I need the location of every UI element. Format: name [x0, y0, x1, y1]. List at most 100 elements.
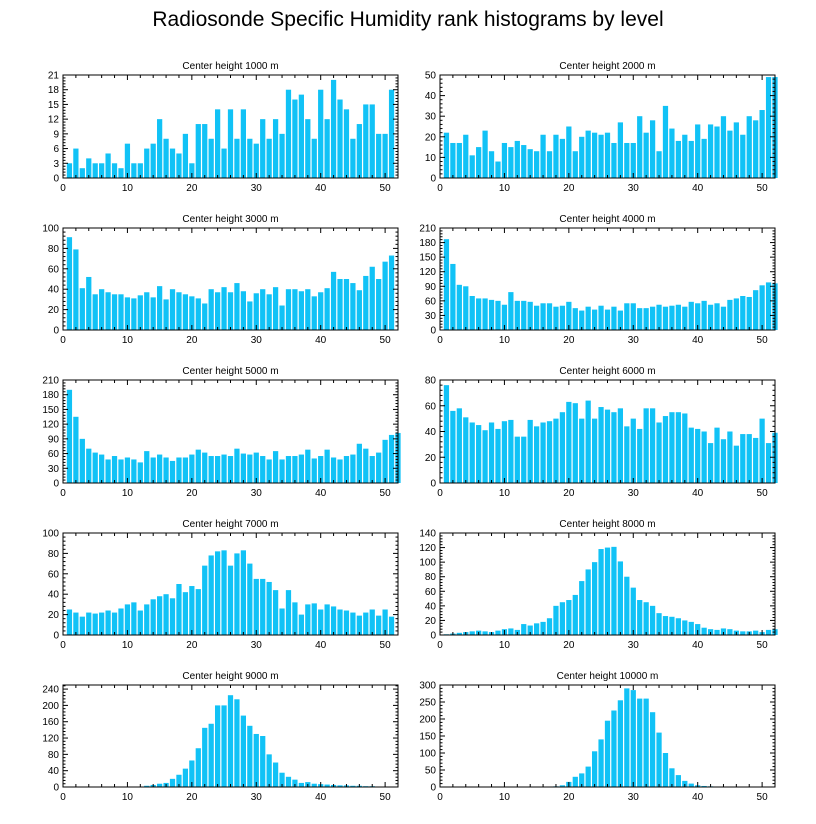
panel-6-bar	[546, 421, 553, 483]
panel-8-bar	[701, 627, 707, 635]
panel-8-xtick-label: 30	[628, 640, 640, 651]
panel-5-bar	[272, 451, 279, 483]
panel-9-bar	[214, 705, 221, 787]
panel-1-bar	[305, 119, 311, 178]
panel-5-title: Center height 5000 m	[182, 366, 278, 377]
panel-4-bar	[566, 301, 572, 330]
panel-2-bar	[740, 134, 746, 178]
panel-2-bar	[591, 132, 598, 178]
panel-10-bar	[637, 698, 643, 787]
panel-6-bar	[591, 418, 598, 483]
panel-3-bar	[92, 294, 98, 330]
panel-9-bar	[176, 774, 182, 787]
panel-1-bar	[337, 99, 343, 178]
panel-2-bar	[598, 134, 604, 178]
panel-4-bar	[443, 239, 450, 330]
panel-1-ytick-label: 3	[53, 159, 59, 170]
panel-1-ytick-label: 6	[53, 144, 59, 155]
panel-5-ytick-label: 30	[48, 464, 60, 475]
panel-2-bar	[707, 124, 714, 178]
panel-5-bar	[182, 457, 189, 483]
panel-1-bar	[163, 138, 169, 178]
panel-1-bar	[79, 168, 85, 178]
panel-7-bar	[92, 613, 98, 635]
panel-4-bar	[579, 310, 585, 330]
panel-6-bar	[701, 431, 707, 483]
panel-7-bar	[163, 594, 169, 635]
panel-5-bar	[330, 457, 337, 483]
panel-8-bar	[740, 631, 746, 635]
panel-5-ytick-label: 90	[48, 434, 60, 445]
panel-9-bar	[272, 762, 279, 787]
panel-7-bar	[182, 592, 189, 635]
panel-7-xtick-label: 20	[186, 640, 198, 651]
panel-8-xtick-label: 10	[499, 640, 511, 651]
panel-5-bar	[356, 443, 362, 483]
panel-3-ytick-label: 80	[48, 244, 60, 255]
panel-1-bar	[363, 104, 369, 178]
panel-2-bar	[443, 132, 450, 178]
panel-8-bar	[527, 625, 533, 635]
panel-5-bar	[86, 448, 92, 483]
panel-5-xtick-label: 30	[251, 488, 263, 499]
panel-10-title: Center height 10000 m	[557, 671, 659, 682]
panel-4-bar	[482, 298, 488, 330]
panel-9-xtick-label: 50	[380, 792, 392, 803]
panel-3-bar	[195, 298, 201, 330]
panel-2-bar	[688, 140, 694, 178]
panel-2-bar	[695, 124, 701, 178]
panel-10-bar	[675, 775, 681, 787]
panel-8-bar	[579, 581, 585, 635]
panel-3-bar	[99, 289, 105, 330]
panel-1-bar	[195, 124, 201, 178]
panel-5-bar	[298, 454, 304, 483]
panel-7-bar	[79, 616, 85, 635]
panel-10-bar	[656, 732, 662, 787]
panel-7-bar	[285, 590, 292, 635]
panel-1-xtick-label: 10	[122, 183, 134, 194]
panel-7-bar	[363, 612, 369, 635]
panel-7-xtick-label: 10	[122, 640, 134, 651]
panel-10-bar	[611, 710, 617, 787]
panel-7-ytick-label: 60	[48, 569, 60, 580]
panel-1-bar	[111, 163, 118, 178]
panel-1-bar	[369, 104, 375, 178]
panel-3-bar	[247, 301, 253, 330]
panel-6-ytick-label: 80	[425, 376, 437, 387]
panel-6-bar	[598, 407, 604, 483]
panel-6-bar	[482, 430, 488, 483]
panel-1-bar	[92, 163, 98, 178]
panel-5-bar	[73, 416, 79, 483]
panel-4-bar	[759, 285, 765, 330]
panel-1-bar	[227, 109, 234, 178]
panel-4-xtick-label: 20	[563, 335, 575, 346]
panel-3-bar	[343, 279, 350, 330]
panel-9-bar	[144, 785, 150, 787]
panel-3-bar	[150, 297, 156, 330]
panel-6-bar	[514, 436, 520, 483]
panel-10-bar	[559, 785, 566, 787]
panel-1-bar	[124, 143, 131, 178]
panel-9-bar	[279, 772, 285, 787]
panel-8-xtick-label: 20	[563, 640, 575, 651]
panel-1-bar	[157, 119, 163, 178]
panel-6-bar	[746, 434, 752, 483]
panel-2-bar	[456, 142, 462, 178]
panel-4-xtick-label: 0	[437, 335, 443, 346]
panel-1-xtick-label: 20	[186, 183, 198, 194]
panel-9-ytick-label: 160	[42, 717, 59, 728]
panel-10-ytick-label: 300	[419, 681, 436, 692]
panel-8-bar	[469, 631, 475, 635]
panel-4-bar	[501, 304, 508, 330]
panel-5-xtick-label: 50	[380, 488, 392, 499]
panel-4-bar	[456, 284, 462, 330]
panel-1-ytick-label: 21	[48, 71, 60, 82]
panel-4-bar	[572, 308, 578, 330]
panel-6-bar	[759, 418, 765, 483]
panel-4-bar	[469, 296, 475, 330]
panel-8-bar	[617, 561, 624, 635]
panel-2-xtick-label: 10	[499, 183, 511, 194]
panel-2-xtick-label: 20	[563, 183, 575, 194]
panel-7-bar	[305, 604, 311, 635]
panel-2-bar	[746, 116, 752, 178]
